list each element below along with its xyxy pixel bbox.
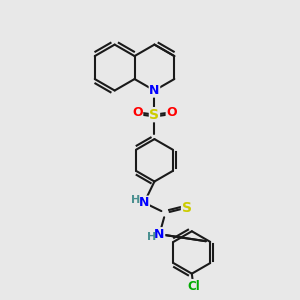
Text: H: H [147,232,156,242]
Text: Cl: Cl [187,280,200,292]
Text: N: N [149,84,160,97]
Text: H: H [131,195,140,205]
Text: O: O [132,106,143,119]
Text: N: N [139,196,149,209]
Text: S: S [149,108,159,122]
Text: N: N [154,228,165,241]
Text: O: O [166,106,177,119]
Text: S: S [182,201,191,215]
